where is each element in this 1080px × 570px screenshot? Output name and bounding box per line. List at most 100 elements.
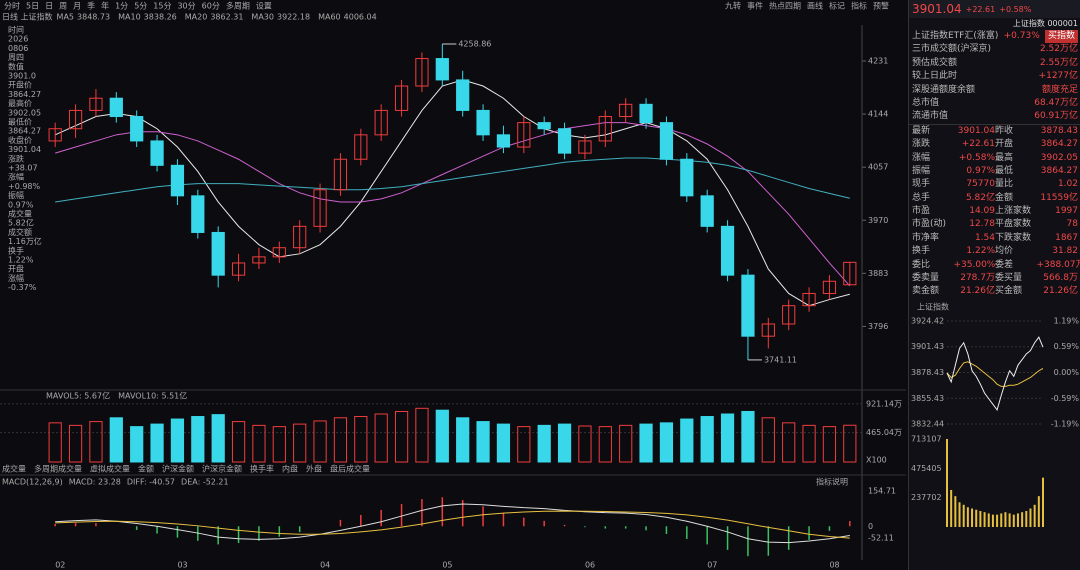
toolbar-item[interactable]: 15分: [153, 2, 171, 11]
etf-name: 上证指数ETF汇(涨富): [912, 31, 999, 41]
toolbar-item[interactable]: 30分: [177, 2, 195, 11]
ma-line: [55, 122, 851, 287]
quote-row: 最新 3901.04 昨收 3878.43: [909, 125, 1080, 138]
tab[interactable]: 盘后成交量: [330, 464, 370, 474]
summary-row: 深股通额度余额 额度充足: [909, 84, 1080, 97]
toolbar-item[interactable]: 日: [45, 2, 53, 11]
info-value: 2026: [8, 35, 28, 44]
summary-row: 较上日此时 +1277亿: [909, 70, 1080, 83]
macd-link[interactable]: 指标说明: [816, 477, 848, 487]
tab[interactable]: 换手率: [250, 464, 274, 474]
info-value: 3901.0: [8, 72, 36, 81]
etf-button[interactable]: 买指数: [1044, 30, 1078, 44]
price: 3901.04: [912, 2, 962, 16]
ma-name: MA60: [318, 13, 341, 22]
toolbar-item[interactable]: 指标: [851, 1, 867, 11]
volume-bar: [170, 418, 185, 463]
volume-bar: [639, 423, 653, 463]
info-label: 最低价: [8, 117, 32, 127]
macd-legend: MACD(12,26,9): [2, 478, 63, 487]
info-label: 成交量: [8, 209, 32, 219]
quote-panel: 3901.04 +22.61 +0.58% 上证指数 000001 上证指数ET…: [908, 0, 1080, 570]
toolbar-item[interactable]: 分时: [4, 1, 20, 11]
price-line: [946, 335, 1044, 411]
ma-value: 3848.73: [77, 13, 110, 22]
candle-body: [822, 280, 837, 294]
tab[interactable]: 虚拟成交量: [90, 464, 130, 474]
toolbar-item[interactable]: 事件: [747, 1, 763, 11]
toolbar-item[interactable]: 1分: [115, 2, 128, 11]
tab[interactable]: 多周期成交量: [34, 464, 82, 474]
toolbar-item[interactable]: 60分: [202, 2, 220, 11]
chart-area: 分时 5日日周月季年 1分 5分 15分 30分 60分 多周期 设置 九转 事件 热点四期 画线 标记指…: [0, 1, 906, 570]
toolbar-item[interactable]: 月: [73, 2, 81, 11]
toolbar-item[interactable]: 画线: [807, 1, 823, 11]
tab[interactable]: 沪深金额: [162, 464, 194, 474]
tab[interactable]: 沪深京金额: [202, 464, 242, 474]
quote-row: 卖金额 21.26亿 买金额 21.26亿: [909, 285, 1080, 298]
vol-unit: X100: [866, 456, 887, 465]
vol-legend: MAVOL10: 5.51亿: [118, 391, 187, 401]
toolbar-item[interactable]: 热点四期: [769, 1, 801, 11]
quote-row: 市净率 1.54 下跌家数 1867: [909, 232, 1080, 245]
ma-name: MA10: [118, 13, 141, 22]
tab[interactable]: 成交量: [2, 464, 26, 474]
volume-bar: [619, 424, 633, 463]
volume-bar: [578, 425, 592, 463]
info-label: -0.37%: [8, 283, 37, 292]
toolbar-item[interactable]: 年: [101, 1, 109, 11]
change: +22.61: [965, 4, 996, 14]
toolbar-item[interactable]: 5日: [26, 2, 39, 11]
value: 3864.27: [1040, 139, 1078, 150]
label: 总市值: [912, 97, 940, 108]
label: 总手: [912, 192, 931, 203]
label: 委差: [995, 259, 1014, 270]
label: 卖金额: [912, 286, 940, 297]
volume-bar: [313, 420, 327, 463]
value: 68.47万亿: [1034, 97, 1078, 108]
candle-body: [48, 128, 62, 142]
toolbar-item[interactable]: 5分: [134, 2, 147, 11]
info-value: 0.97%: [8, 200, 34, 209]
label: 最低: [995, 165, 1014, 176]
candle-body: [496, 134, 511, 148]
candle-body: [272, 247, 286, 258]
candle-body: [578, 140, 592, 154]
volume-bar: [333, 417, 348, 463]
label: 金额: [995, 192, 1014, 203]
volume-bar: [843, 424, 857, 463]
volume-bar: [598, 426, 612, 463]
pct: +0.58%: [999, 4, 1032, 14]
quote-row: 委卖量 278.7万 委买量 566.8万: [909, 272, 1080, 285]
candle-body: [639, 103, 653, 124]
summary-row: 流通市值 60.91万亿: [909, 110, 1080, 123]
value: 11559亿: [1040, 192, 1078, 203]
quote-table: 最新 3901.04 昨收 3878.43 涨跌 +22.61 开盘 3864.27 涨幅 +0.…: [909, 123, 1080, 299]
tab[interactable]: 内盘: [282, 464, 298, 474]
info-label: 开盘价: [8, 80, 32, 90]
value: 0.97%: [966, 165, 995, 176]
info-value: 0806: [8, 44, 28, 53]
toolbar-item[interactable]: 设置: [256, 1, 272, 11]
vol-tick-label: 713107: [911, 434, 942, 443]
toolbar-item[interactable]: 九转: [725, 1, 741, 11]
volume-bar: [517, 426, 531, 463]
value: 3878.43: [1040, 125, 1078, 136]
toolbar-item[interactable]: 周: [59, 2, 67, 11]
volume-bar: [476, 421, 490, 463]
value: +35.00%: [953, 259, 996, 270]
info-value: +0.98%: [8, 182, 41, 191]
label: 委买量: [995, 273, 1023, 284]
vol-legend: MAVOL5: 5.67亿: [46, 391, 110, 401]
tab[interactable]: 外盘: [306, 464, 322, 474]
label: 涨跌: [912, 139, 931, 150]
tab[interactable]: 金额: [138, 464, 154, 474]
info-value: +38.07: [8, 164, 38, 173]
toolbar-item[interactable]: 标记: [829, 1, 845, 11]
candle-body: [435, 58, 449, 81]
toolbar-item[interactable]: 季: [87, 1, 95, 11]
toolbar-item[interactable]: 多周期: [226, 1, 250, 11]
x-tick-label: 06: [585, 561, 595, 570]
y2-tick-label: 0.59%: [1054, 342, 1080, 351]
toolbar-item[interactable]: 预警: [873, 1, 889, 11]
